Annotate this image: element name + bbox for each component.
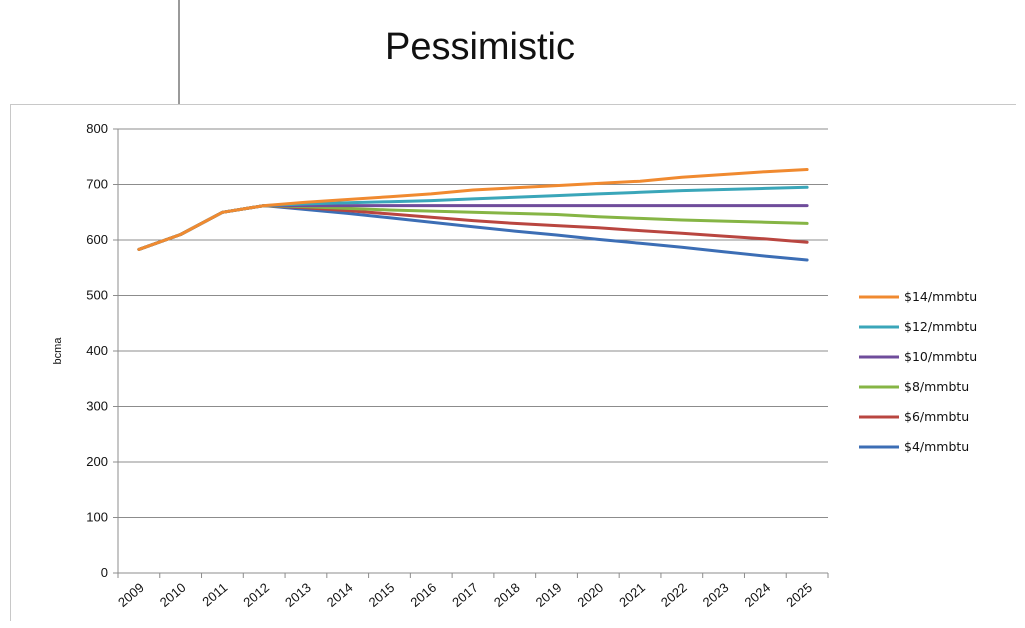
legend-label: $10/mmbtu: [904, 349, 977, 364]
y-tick-label: 500: [86, 288, 108, 303]
x-tick-label: 2025: [783, 580, 815, 610]
gridlines: [118, 128, 828, 518]
slide-title: Pessimistic: [384, 26, 576, 68]
y-tick-label: 0: [101, 565, 108, 580]
legend-label: $6/mmbtu: [904, 409, 969, 424]
x-tick-label: 2010: [157, 580, 189, 610]
y-tick-label: 800: [86, 121, 108, 136]
x-tick-label: 2021: [616, 580, 648, 610]
x-tick-label: 2022: [658, 580, 690, 610]
x-tick-label: 2023: [700, 580, 732, 610]
x-tick-label: 2014: [324, 580, 356, 610]
x-tick-label: 2016: [407, 580, 439, 610]
legend: $14/mmbtu $12/mmbtu $10/mmbtu $8/mmbtu $6/mm…: [859, 289, 977, 454]
x-tick-label: 2024: [741, 580, 773, 610]
series-line: [137, 168, 809, 251]
x-tick-label: 2009: [115, 580, 147, 610]
y-tick-label: 700: [86, 177, 108, 192]
legend-label: $12/mmbtu: [904, 319, 977, 334]
axes: 0 100 200 300 400 500 600 700 800 2009 2010 2011 201…: [86, 121, 829, 610]
y-tick-label: 200: [86, 454, 108, 469]
x-tick-label: 2017: [449, 580, 481, 610]
y-tick-label: 100: [86, 510, 108, 525]
legend-label: $8/mmbtu: [904, 379, 969, 394]
y-tick-label: 400: [86, 343, 108, 358]
y-tick-label: 600: [86, 232, 108, 247]
legend-label: $14/mmbtu: [904, 289, 977, 304]
chart-frame: 0 100 200 300 400 500 600 700 800 2009 2010 2011 201…: [10, 104, 1016, 621]
y-axis-title: bcma: [52, 337, 64, 365]
x-tick-label: 2019: [533, 580, 565, 610]
x-tick-label: 2015: [366, 580, 398, 610]
line-chart: 0 100 200 300 400 500 600 700 800 2009 2010 2011 201…: [52, 121, 977, 610]
x-tick-label: 2020: [574, 580, 606, 610]
x-tick-label: 2013: [282, 580, 314, 610]
slide-divider: [178, 0, 180, 104]
x-tick-label: 2012: [240, 580, 272, 610]
legend-label: $4/mmbtu: [904, 439, 969, 454]
y-tick-label: 300: [86, 399, 108, 414]
x-tick-label: 2018: [491, 580, 523, 610]
series-lines: [137, 168, 809, 262]
x-tick-label: 2011: [199, 580, 230, 609]
